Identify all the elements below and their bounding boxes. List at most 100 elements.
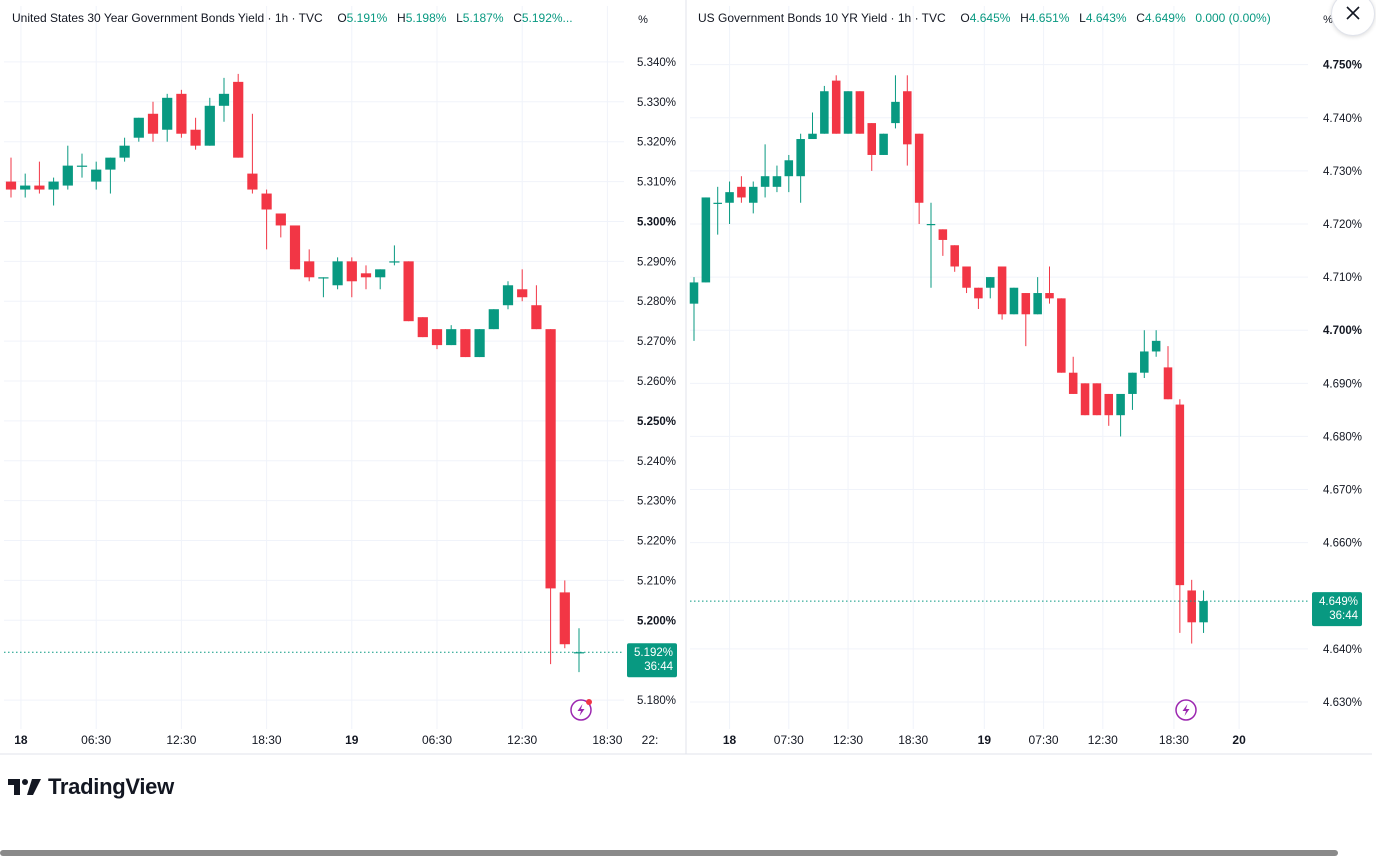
left-candle[interactable] <box>76 153 88 178</box>
right-candle[interactable] <box>1163 346 1173 400</box>
right-candle[interactable] <box>962 266 971 294</box>
right-candle[interactable] <box>784 154 794 193</box>
right-candle[interactable] <box>903 75 912 166</box>
left-candle[interactable] <box>20 173 31 198</box>
right-candle[interactable] <box>1057 298 1066 373</box>
right-candle[interactable] <box>1151 330 1161 357</box>
horizontal-scrollbar[interactable] <box>0 850 1338 856</box>
left-candle[interactable] <box>48 177 59 206</box>
left-candle[interactable] <box>474 329 485 358</box>
left-candle[interactable] <box>218 77 230 122</box>
left-candle[interactable] <box>105 157 116 194</box>
right-candle[interactable] <box>1068 356 1078 394</box>
right-candle[interactable] <box>985 277 995 299</box>
left-candle[interactable] <box>545 329 556 665</box>
right-candle[interactable] <box>701 197 711 283</box>
right-candle[interactable] <box>1199 590 1208 633</box>
right-candle[interactable] <box>713 186 722 235</box>
right-candle[interactable] <box>772 165 782 193</box>
left-percent-scale-button[interactable]: % <box>628 8 658 32</box>
left-candle[interactable] <box>133 117 144 142</box>
right-candle[interactable] <box>914 133 924 225</box>
left-candle[interactable] <box>147 101 159 142</box>
right-candle[interactable] <box>891 75 900 129</box>
right-candle[interactable] <box>938 229 948 256</box>
left-candle[interactable] <box>375 269 386 290</box>
left-candle[interactable] <box>417 317 428 338</box>
left-candle[interactable] <box>190 117 201 150</box>
left-candle[interactable] <box>502 281 514 310</box>
right-candle[interactable] <box>820 85 829 134</box>
right-candle[interactable] <box>926 202 936 288</box>
right-candle[interactable] <box>808 112 817 140</box>
right-candle[interactable] <box>1009 287 1019 315</box>
left-candle[interactable] <box>360 265 372 290</box>
right-candle[interactable] <box>1092 383 1102 416</box>
left-candle[interactable] <box>531 285 542 330</box>
right-candle-body <box>772 176 782 187</box>
close-button[interactable] <box>1331 0 1375 36</box>
left-candle[interactable] <box>91 161 102 190</box>
right-candle[interactable] <box>997 266 1007 320</box>
left-candle[interactable] <box>62 145 73 190</box>
left-candle[interactable] <box>332 257 343 290</box>
left-candle[interactable] <box>573 628 585 673</box>
right-candle[interactable] <box>748 181 758 214</box>
right-candle[interactable] <box>689 277 699 341</box>
right-candle[interactable] <box>1128 372 1137 410</box>
right-candle[interactable] <box>796 133 805 203</box>
right-candle[interactable] <box>725 181 734 225</box>
right-candle[interactable] <box>843 91 853 134</box>
left-candle[interactable] <box>275 213 286 238</box>
left-candle[interactable] <box>389 245 400 266</box>
left-candle[interactable] <box>403 261 414 322</box>
right-candle[interactable] <box>1104 393 1114 426</box>
right-candle[interactable] <box>974 287 983 309</box>
left-candle[interactable] <box>346 257 357 298</box>
left-candle[interactable] <box>446 325 457 346</box>
right-candle[interactable] <box>950 245 959 272</box>
right-candle[interactable] <box>867 123 877 171</box>
left-chart[interactable]: 5.340% 5.330% 5.320% 5.310% 5.300% 5.290% 5.28… <box>0 6 686 755</box>
tradingview-logo[interactable]: TradingView <box>8 772 174 802</box>
left-candle[interactable] <box>517 269 528 302</box>
left-y-tick-label: 5.250% <box>637 416 676 428</box>
lightning-icon[interactable] <box>570 699 592 721</box>
right-candle[interactable] <box>879 133 888 155</box>
left-candle[interactable] <box>176 89 187 138</box>
right-candle[interactable] <box>1116 393 1125 437</box>
right-candle[interactable] <box>1033 277 1042 315</box>
left-candle[interactable] <box>233 73 244 158</box>
left-candle[interactable] <box>559 580 570 649</box>
right-candle[interactable] <box>1080 383 1090 416</box>
right-candle[interactable] <box>760 144 770 198</box>
right-candle[interactable] <box>1045 266 1054 304</box>
right-candle[interactable] <box>1021 293 1031 347</box>
right-candle[interactable] <box>1175 399 1185 633</box>
left-candle[interactable] <box>304 249 315 282</box>
right-candle[interactable] <box>1140 330 1149 379</box>
right-candle[interactable] <box>737 176 746 203</box>
left-candle[interactable] <box>162 93 173 142</box>
left-candle[interactable] <box>5 157 17 198</box>
left-candle-body <box>233 81 244 158</box>
right-chart[interactable]: 4.750% 4.740% 4.730% 4.720% 4.710% 4.700% 4.69… <box>686 6 1372 755</box>
left-candle[interactable] <box>119 137 130 162</box>
left-candle[interactable] <box>204 97 215 146</box>
left-candle[interactable] <box>488 309 499 330</box>
left-candle-body <box>559 592 570 645</box>
left-last-price-badge-bg <box>627 643 677 678</box>
left-candle-body <box>289 225 301 270</box>
left-candle[interactable] <box>261 189 272 250</box>
left-candle[interactable] <box>318 277 329 298</box>
left-candle[interactable] <box>247 113 258 194</box>
lightning-icon[interactable] <box>1175 699 1197 721</box>
right-candle[interactable] <box>855 91 865 134</box>
right-candle[interactable] <box>831 75 841 134</box>
left-candle[interactable] <box>431 329 443 350</box>
left-candle[interactable] <box>289 225 301 270</box>
right-candle[interactable] <box>1187 579 1196 644</box>
left-candle[interactable] <box>460 329 471 358</box>
left-candle[interactable] <box>34 161 45 194</box>
